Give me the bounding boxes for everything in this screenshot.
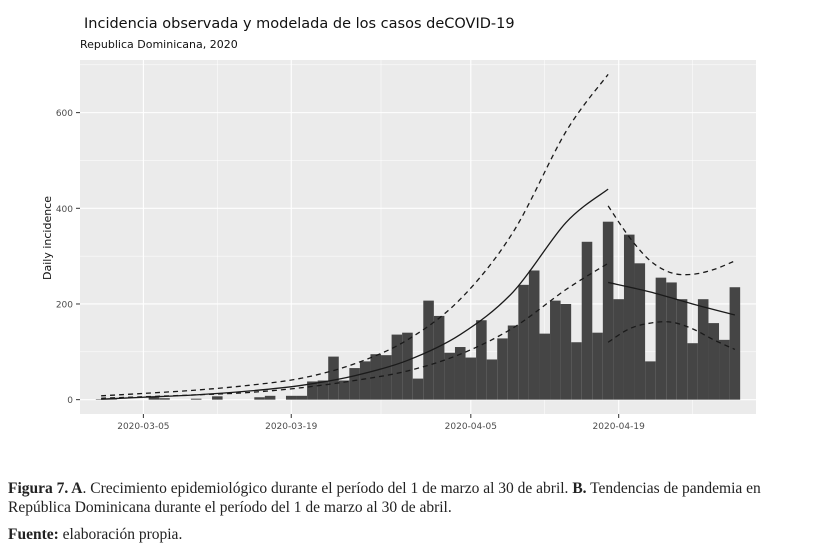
- bar: [454, 347, 466, 400]
- bar: [592, 332, 603, 400]
- caption-part-a: . Crecimiento epidemiológico durante el …: [82, 480, 573, 497]
- bar: [190, 398, 202, 400]
- bar: [613, 299, 624, 400]
- bar: [391, 334, 403, 400]
- bar: [560, 303, 572, 400]
- bar: [719, 339, 730, 400]
- bar: [423, 300, 434, 400]
- bar: [338, 380, 350, 400]
- model-line-decline: [607, 281, 736, 316]
- figure-caption: Figura 7. A. Crecimiento epidemiológico …: [8, 479, 818, 517]
- bars-group: [95, 221, 741, 400]
- model-lines: [101, 73, 736, 400]
- bar: [296, 395, 308, 400]
- bar: [349, 368, 360, 400]
- bar: [676, 299, 688, 400]
- chart-subtitle: Republica Dominicana, 2020: [80, 38, 238, 51]
- model-line-decline-upper: [607, 205, 736, 276]
- y-axis-label: Daily incidence: [41, 196, 54, 280]
- bar: [497, 338, 508, 400]
- bar: [634, 263, 646, 400]
- bar: [254, 397, 265, 400]
- bar: [264, 395, 276, 400]
- x-axis: 2020-03-05 2020-03-19 2020-04-05 2020-04-19: [117, 414, 645, 432]
- bar: [571, 342, 582, 400]
- y-axis: 0 200 400 600: [56, 109, 80, 406]
- x-tick-label: 2020-03-19: [265, 422, 318, 432]
- caption-b-label: B.: [572, 480, 587, 497]
- bar: [602, 221, 614, 400]
- bar: [444, 352, 455, 400]
- bar: [581, 241, 593, 400]
- bar: [148, 397, 160, 400]
- x-tick-label: 2020-04-05: [445, 422, 497, 432]
- caption-part-b: Tendencias de pandemia en República Domi…: [8, 480, 761, 516]
- bar: [212, 396, 223, 400]
- bar: [645, 361, 656, 400]
- bar: [285, 395, 297, 400]
- bar: [666, 282, 677, 400]
- bar: [528, 270, 540, 400]
- bar: [359, 361, 371, 400]
- bar: [550, 300, 561, 400]
- source-text: elaboración propia.: [58, 526, 183, 543]
- bar: [708, 323, 720, 400]
- bar: [655, 277, 667, 400]
- bar: [507, 325, 519, 400]
- bar: [433, 315, 445, 400]
- model-line-growth-upper: [101, 73, 609, 397]
- bar: [729, 287, 741, 400]
- x-tick-label: 2020-04-19: [593, 422, 646, 432]
- model-line-growth-lower: [101, 262, 609, 399]
- bar: [317, 380, 329, 400]
- bar: [370, 354, 382, 400]
- bar: [328, 356, 339, 400]
- bar: [381, 355, 392, 400]
- y-tick-label: 0: [67, 396, 73, 406]
- bar: [518, 284, 529, 400]
- bar: [465, 357, 477, 400]
- grid-lines: [80, 60, 756, 414]
- figure-source: Fuente: elaboración propia.: [8, 526, 182, 544]
- bar: [476, 320, 487, 400]
- incidence-chart: 0 200 400 600 2020-03-05 2020-03-19 2020-04-0…: [41, 60, 756, 432]
- bar: [539, 333, 551, 400]
- bar: [307, 381, 318, 400]
- bar: [412, 378, 424, 400]
- bar: [159, 398, 170, 400]
- bar: [697, 299, 709, 400]
- caption-fig-label: Figura 7. A: [8, 480, 83, 497]
- x-tick-label: 2020-03-05: [117, 422, 169, 432]
- y-tick-label: 400: [56, 205, 73, 215]
- chart-title: Incidencia observada y modelada de los c…: [84, 16, 515, 32]
- bar: [623, 234, 635, 400]
- bar: [687, 343, 698, 400]
- y-tick-label: 200: [56, 300, 73, 310]
- source-label: Fuente:: [8, 526, 59, 543]
- y-tick-label: 600: [56, 109, 73, 119]
- bar: [402, 332, 413, 400]
- bar: [486, 359, 498, 400]
